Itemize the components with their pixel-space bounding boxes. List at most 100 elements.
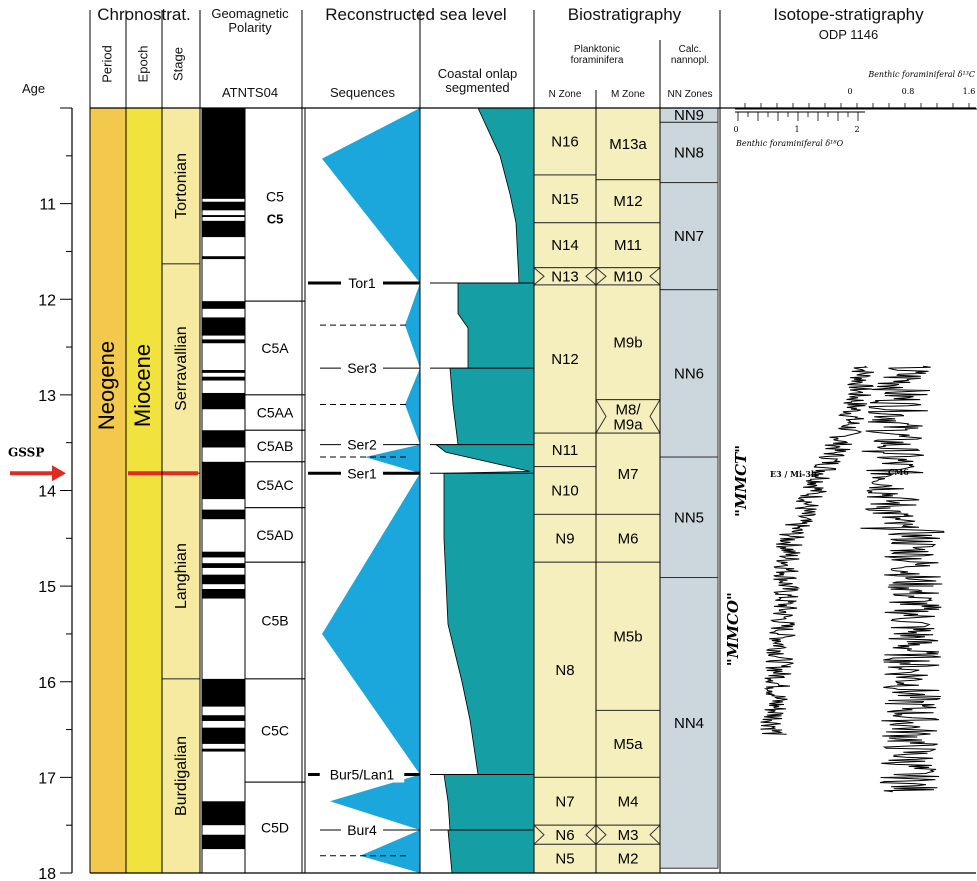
stage-label: Burdigalian (173, 736, 190, 816)
header-nn-zones: NN Zones (667, 89, 713, 100)
n-zone-label: N16 (551, 133, 579, 150)
column-backgrounds (90, 107, 201, 874)
n-zone-label: N8 (555, 662, 574, 679)
n-zone-box (533, 843, 597, 874)
chron-label-bold: C5 (267, 212, 284, 227)
n-zone-box (533, 284, 597, 434)
age-tick-label: 13 (38, 388, 56, 405)
n-zone-label: N13 (551, 268, 579, 285)
header-sequences: Sequences (329, 85, 396, 100)
stage-label: Serravallian (173, 326, 190, 410)
m-zone-label: M3 (618, 827, 639, 844)
period-label: Neogene (94, 341, 119, 430)
nn-zone-label: NN9 (674, 107, 704, 124)
header-planktonic-foraminifera: Planktonic foraminifera (570, 44, 624, 66)
chron-label: C5C (261, 723, 289, 739)
m-zone-boundary-notch (595, 399, 661, 434)
stage-band (161, 678, 201, 874)
m-zone-box (595, 776, 661, 826)
o18-isotope-curve (760, 365, 875, 735)
cm6-label: CM6 (888, 467, 909, 477)
sequence-label-bg (341, 820, 383, 838)
m-zone-boundary-notch (595, 267, 661, 286)
chron-box (244, 678, 306, 783)
n-zone-label: N6 (555, 827, 574, 844)
stage-label: Tortonian (173, 153, 190, 219)
m-zone-box (595, 709, 661, 778)
nn-zone-box (659, 121, 719, 184)
n-zone-label: N11 (552, 442, 578, 459)
normal-polarity-band (202, 256, 245, 260)
c13-tick-label: 0.8 (902, 87, 915, 96)
sequence-label: Bur5/Lan1 (330, 767, 395, 783)
header-n-zone: N Zone (548, 89, 582, 100)
chron-box (244, 507, 306, 563)
header-coastal-onlap: Coastal onlap segmented (437, 66, 518, 95)
normal-polarity-band (202, 727, 245, 744)
nn-zone-box (659, 182, 719, 291)
epoch-band (126, 108, 162, 873)
age-tick-label: 12 (38, 292, 56, 309)
gssp-label: GSSP (8, 445, 44, 459)
chron-box (244, 461, 306, 509)
normal-polarity-band (202, 678, 245, 707)
normal-polarity-band (202, 392, 245, 410)
normal-polarity-band (202, 461, 245, 500)
nn-zone-label: NN5 (674, 509, 704, 526)
nn-zone-label: NN4 (674, 715, 704, 732)
chron-label: C5AA (257, 405, 294, 421)
m-zone-label: M9a (613, 416, 643, 433)
nn-zone-box (659, 577, 719, 869)
m-zone-label: M11 (614, 237, 642, 254)
m-zone-label: M12 (613, 193, 642, 210)
n-zone-label: N9 (555, 530, 574, 547)
header-calc-nannoplankton: Calc. nannopl. (670, 44, 710, 66)
chron-label: C5B (261, 613, 288, 629)
m-zone-label: M6 (618, 530, 639, 547)
m-zone-label: M10 (613, 268, 642, 285)
sequence-label: Ser3 (347, 360, 377, 376)
header-isotope-stratigraphy: Isotope-stratigraphy (773, 5, 924, 24)
chron-box (244, 300, 306, 396)
n-zone-box (533, 513, 597, 563)
sequence-label-bg (341, 359, 383, 377)
nn-zone-label: NN7 (674, 228, 704, 245)
normal-polarity-band (202, 509, 245, 520)
column-dividers (89, 10, 976, 874)
chron-label: C5A (261, 340, 289, 356)
chron-label: C5AD (256, 527, 293, 543)
column-labels: Tortonian Serravallian Langhian Burdigalian… (94, 107, 704, 867)
gssp-arrow-head (52, 465, 66, 482)
normal-polarity-band (202, 339, 245, 344)
m-zone-box (595, 513, 661, 563)
normal-polarity-band (202, 834, 245, 850)
epoch-label: Miocene (130, 344, 155, 427)
sequence-label: Tor1 (348, 275, 375, 291)
o18-tick-label: 2 (854, 125, 859, 134)
normal-polarity-band (202, 201, 245, 211)
chron-box (244, 394, 306, 431)
n-zone-label: N10 (551, 483, 579, 500)
e3-label: E3 / Mi-3b (770, 469, 817, 479)
m-zone-label: M8/ (615, 401, 641, 418)
normal-polarity-band (202, 317, 245, 336)
normal-polarity-band (202, 715, 245, 721)
age-tick-label: 14 (38, 484, 56, 501)
n-zone-box (533, 222, 597, 269)
n-zone-box (533, 432, 597, 468)
o18-tick-label: 1 (794, 125, 799, 134)
mmct-label: "MMCT" (732, 445, 750, 517)
normal-polarity-band (202, 574, 245, 585)
normal-polarity-band (202, 370, 245, 373)
m-zone-label: M5a (613, 736, 643, 753)
sequence-label: Bur4 (347, 822, 377, 838)
age-tick-label: 11 (39, 197, 56, 214)
nn-zone-label: NN8 (674, 144, 704, 161)
normal-polarity-band (202, 215, 245, 218)
chron-box (244, 107, 306, 302)
coastal-onlap-column (430, 107, 535, 874)
n-zone-label: N15 (551, 191, 579, 208)
normal-polarity-band (202, 563, 245, 568)
chron-label: C5D (261, 820, 289, 836)
age-tick-label: 17 (38, 770, 56, 787)
